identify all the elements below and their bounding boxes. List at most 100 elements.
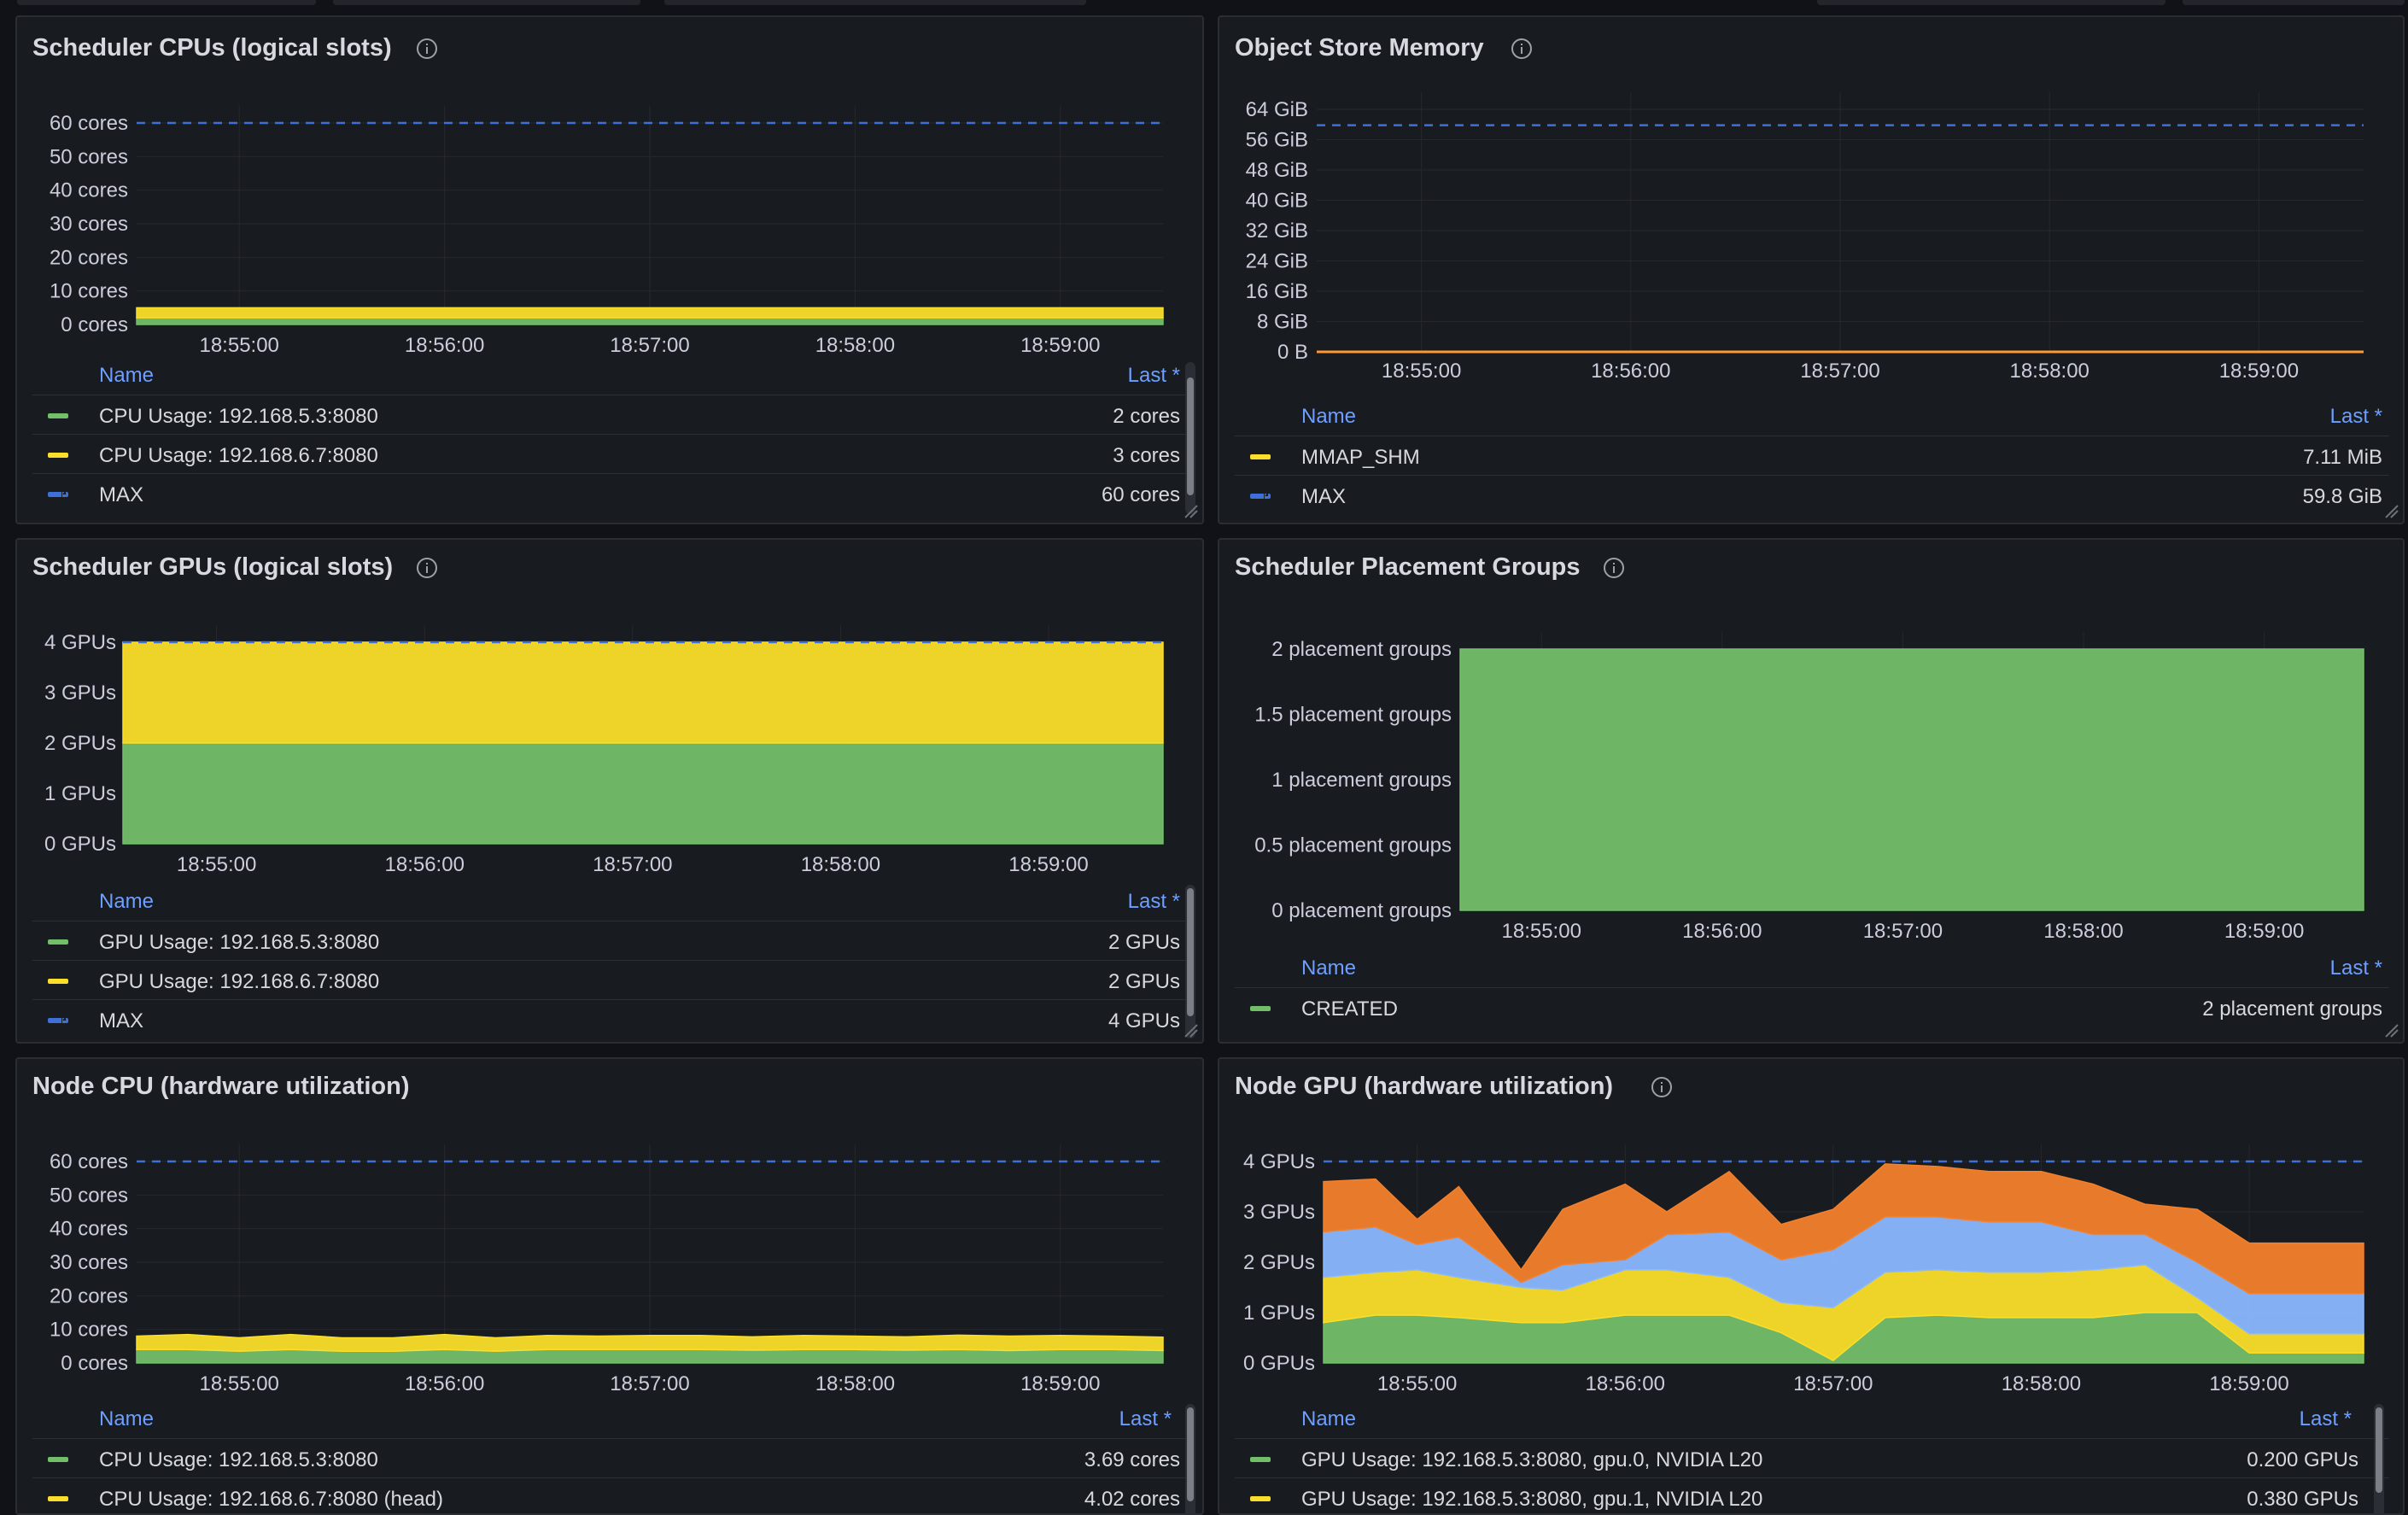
x-tick-label: 18:55:00 xyxy=(1377,1372,1457,1395)
legend-header-name[interactable]: Name xyxy=(1301,956,1357,980)
legend-header-name[interactable]: Name xyxy=(1301,405,1357,428)
legend-row[interactable]: MMAP_SHM 7.11 MiB xyxy=(1235,436,2389,476)
y-tick-label: 24 GiB xyxy=(1246,250,1308,273)
info-icon[interactable] xyxy=(416,557,438,579)
x-tick-label: 18:55:00 xyxy=(1502,920,1581,943)
x-tick-label: 18:56:00 xyxy=(405,1372,484,1395)
toolbar-tab[interactable] xyxy=(1817,0,2165,5)
panel-object-store-memory[interactable]: 0 B 8 GiB 16 GiB 24 GiB 32 GiB 40 GiB 48 GiB 56… xyxy=(1218,15,2405,524)
series-area xyxy=(1323,1163,2364,1295)
chart-node-cpu: 0 cores 10 cores 20 cores 30 cores 40 cores 5… xyxy=(50,1144,1164,1395)
legend-header-name[interactable]: Name xyxy=(99,364,155,387)
legend-series-value: 2 GPUs xyxy=(1108,931,1180,954)
y-tick-label: 3 GPUs xyxy=(44,681,116,705)
legend: Name Last * GPU Usage: 192.168.5.3:8080,… xyxy=(1235,1399,2389,1513)
panel-title: Scheduler CPUs (logical slots) xyxy=(32,34,392,61)
chart-node-gpu: 0 GPUs 1 GPUs 2 GPUs 3 GPUs 4 GPUs 18:55:00 18… xyxy=(1243,1144,2364,1395)
series-swatch xyxy=(48,453,68,458)
x-tick-label: 18:57:00 xyxy=(1800,360,1879,383)
x-tick-label: 18:59:00 xyxy=(1020,334,1100,357)
legend-row[interactable]: GPU Usage: 192.168.6.7:8080 2 GPUs xyxy=(32,960,1187,1000)
y-tick-label: 40 cores xyxy=(50,1218,128,1241)
legend-series-value: 0.200 GPUs xyxy=(2247,1448,2358,1471)
legend-scrollbar[interactable] xyxy=(2374,1404,2384,1513)
y-tick-label: 48 GiB xyxy=(1246,159,1308,182)
series-area xyxy=(136,317,1164,325)
legend-row[interactable]: MAX 59.8 GiB xyxy=(1235,475,2389,515)
x-tick-label: 18:58:00 xyxy=(815,334,895,357)
legend-scrollbar[interactable] xyxy=(1185,362,1195,514)
legend-row[interactable]: GPU Usage: 192.168.5.3:8080, gpu.1, NVID… xyxy=(1235,1477,2389,1513)
legend-scrollbar[interactable] xyxy=(1185,1404,1195,1513)
panel-title: Object Store Memory xyxy=(1235,34,1484,61)
legend-row[interactable]: CPU Usage: 192.168.5.3:8080 3.69 cores xyxy=(32,1438,1187,1478)
panel-node-gpu[interactable]: 0 GPUs 1 GPUs 2 GPUs 3 GPUs 4 GPUs 18:55:00 18… xyxy=(1218,1057,2405,1515)
chart-scheduler-placement-groups: 0 placement groups 0.5 placement groups 1 … xyxy=(1254,632,2364,943)
legend-series-value: 4 GPUs xyxy=(1108,1009,1180,1032)
y-tick-label: 2 GPUs xyxy=(1243,1251,1315,1274)
legend-row[interactable]: CPU Usage: 192.168.6.7:8080 3 cores xyxy=(32,434,1187,474)
y-tick-label: 40 GiB xyxy=(1246,190,1308,213)
legend-series-value: 0.380 GPUs xyxy=(2247,1488,2358,1511)
legend-header-last[interactable]: Last * xyxy=(2299,1407,2352,1430)
legend-header-last[interactable]: Last * xyxy=(2329,405,2382,428)
legend-row[interactable]: MAX 60 cores xyxy=(32,473,1187,513)
legend: Name Last * GPU Usage: 192.168.5.3:8080 … xyxy=(32,881,1187,1042)
legend-header-name[interactable]: Name xyxy=(99,1407,155,1430)
legend: Name Last * CPU Usage: 192.168.5.3:8080 … xyxy=(32,1399,1187,1513)
x-tick-label: 18:57:00 xyxy=(593,853,672,876)
legend-series-name: GPU Usage: 192.168.5.3:8080, gpu.0, NVID… xyxy=(1301,1448,1763,1471)
info-icon[interactable] xyxy=(1651,1076,1673,1098)
y-tick-label: 10 cores xyxy=(50,280,128,303)
series-area xyxy=(1459,648,2364,911)
resize-handle-icon[interactable] xyxy=(2384,1023,2399,1038)
y-tick-label: 56 GiB xyxy=(1246,129,1308,152)
legend-row[interactable]: CPU Usage: 192.168.5.3:8080 2 cores xyxy=(32,395,1187,435)
legend-header-last[interactable]: Last * xyxy=(1127,364,1180,387)
x-tick-label: 18:58:00 xyxy=(815,1372,895,1395)
series-swatch xyxy=(1250,1457,1271,1462)
legend-header-name[interactable]: Name xyxy=(99,890,155,913)
legend-row[interactable]: CREATED 2 placement groups xyxy=(1235,987,2389,1027)
legend-series-name: MMAP_SHM xyxy=(1301,446,1420,469)
series-area xyxy=(136,307,1164,319)
toolbar-tab[interactable] xyxy=(2183,0,2405,5)
legend-header-last[interactable]: Last * xyxy=(1119,1407,1172,1430)
info-icon[interactable] xyxy=(1511,38,1533,60)
panel-title: Node GPU (hardware utilization) xyxy=(1235,1073,1614,1100)
x-tick-label: 18:55:00 xyxy=(199,1372,278,1395)
resize-handle-icon[interactable] xyxy=(2384,504,2399,519)
panel-scheduler-gpus[interactable]: 0 GPUs 1 GPUs 2 GPUs 3 GPUs 4 GPUs 18:55:00 18… xyxy=(15,538,1204,1044)
y-tick-label: 2 placement groups xyxy=(1271,638,1452,661)
legend-row[interactable]: MAX 4 GPUs xyxy=(32,999,1187,1039)
legend-series-name: CPU Usage: 192.168.6.7:8080 xyxy=(99,444,378,467)
legend-row[interactable]: CPU Usage: 192.168.6.7:8080 (head) 4.02 … xyxy=(32,1477,1187,1513)
x-tick-label: 18:56:00 xyxy=(405,334,484,357)
legend-header-name[interactable]: Name xyxy=(1301,1407,1357,1430)
resize-handle-icon[interactable] xyxy=(1184,504,1199,519)
toolbar-tab[interactable] xyxy=(664,0,1086,5)
y-tick-label: 50 cores xyxy=(50,145,128,168)
info-icon[interactable] xyxy=(1603,557,1625,579)
legend-row[interactable]: GPU Usage: 192.168.5.3:8080, gpu.0, NVID… xyxy=(1235,1438,2389,1478)
resize-handle-icon[interactable] xyxy=(1184,1023,1199,1038)
panel-scheduler-placement-groups[interactable]: 0 placement groups 0.5 placement groups 1 … xyxy=(1218,538,2405,1044)
y-tick-label: 0 cores xyxy=(61,1352,128,1375)
series-area xyxy=(136,1333,1164,1352)
y-tick-label: 50 cores xyxy=(50,1184,128,1207)
y-tick-label: 4 GPUs xyxy=(44,631,116,654)
legend-header-last[interactable]: Last * xyxy=(2329,956,2382,980)
panel-node-cpu[interactable]: 0 cores 10 cores 20 cores 30 cores 40 cores 5… xyxy=(15,1057,1204,1515)
y-tick-label: 0 B xyxy=(1277,341,1308,364)
legend-series-name: CPU Usage: 192.168.6.7:8080 (head) xyxy=(99,1488,443,1511)
info-icon[interactable] xyxy=(416,38,438,60)
toolbar-tab[interactable] xyxy=(333,0,640,5)
panel-scheduler-cpus[interactable]: 0 cores 10 cores 20 cores 30 cores 40 cores 5… xyxy=(15,15,1204,524)
legend-row[interactable]: GPU Usage: 192.168.5.3:8080 2 GPUs xyxy=(32,921,1187,961)
legend-header-last[interactable]: Last * xyxy=(1127,890,1180,913)
x-tick-label: 18:59:00 xyxy=(1020,1372,1100,1395)
legend-scrollbar[interactable] xyxy=(1185,885,1195,1038)
legend-series-name: MAX xyxy=(99,1009,144,1032)
series-swatch xyxy=(48,492,68,497)
toolbar-tab[interactable] xyxy=(17,0,316,5)
